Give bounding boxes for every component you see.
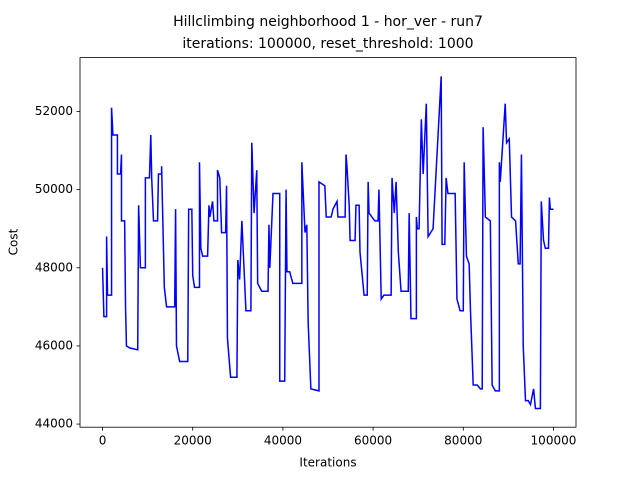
x-tick-label: 80000 <box>444 434 482 448</box>
y-tick-label: 46000 <box>35 338 73 352</box>
x-tick-label: 100000 <box>531 434 577 448</box>
chart-title: Hillclimbing neighborhood 1 - hor_ver - … <box>173 14 483 30</box>
y-tick-label: 50000 <box>35 182 73 196</box>
y-tick-label: 48000 <box>35 260 73 274</box>
x-tick-label: 60000 <box>354 434 392 448</box>
x-tick-label: 20000 <box>174 434 212 448</box>
y-tick-label: 44000 <box>35 417 73 431</box>
plot-frame <box>79 57 577 428</box>
x-tick-label: 0 <box>99 434 107 448</box>
x-axis-label: Iterations <box>299 456 356 470</box>
y-tick-label: 52000 <box>35 104 73 118</box>
y-axis-label: Cost <box>7 228 21 255</box>
line-series <box>101 76 554 410</box>
chart-subtitle: iterations: 100000, reset_threshold: 100… <box>182 36 473 52</box>
x-tick-label: 40000 <box>264 434 302 448</box>
